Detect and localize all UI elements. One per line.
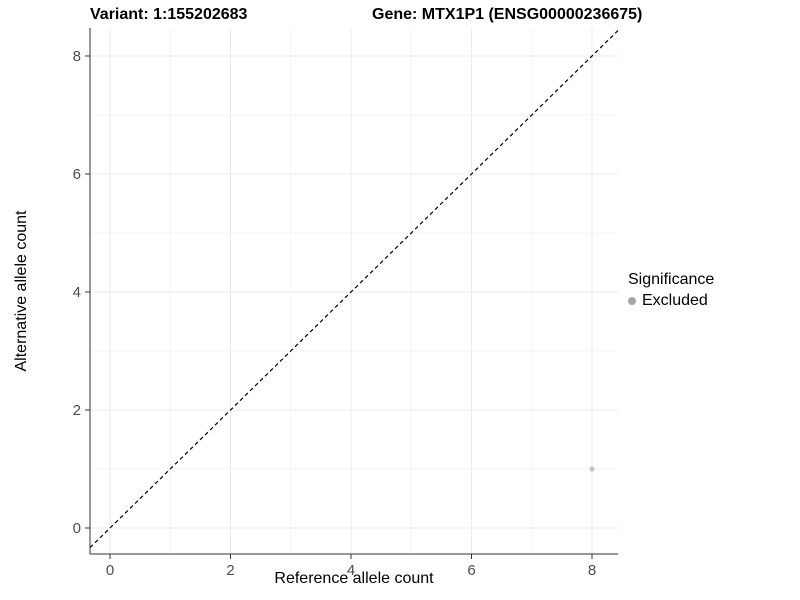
- x-tick-label: 2: [226, 562, 234, 579]
- y-tick-label: 6: [73, 166, 81, 183]
- legend-title: Significance: [628, 271, 715, 288]
- legend: Significance Excluded: [628, 271, 714, 310]
- x-tick-label: 6: [467, 562, 475, 579]
- plot-title-gene: Gene: MTX1P1 (ENSG00000236675): [372, 6, 643, 23]
- legend-entry-excluded: Excluded: [628, 292, 714, 310]
- y-axis-title: Alternative allele count: [13, 210, 30, 372]
- data-point: [589, 466, 595, 472]
- excluded-dot-icon: [628, 297, 636, 305]
- identity-dashed-line: [89, 30, 619, 549]
- y-tick-label: 8: [73, 48, 81, 65]
- y-tick-label: 0: [73, 520, 81, 537]
- plot-title-variant: Variant: 1:155202683: [90, 6, 248, 23]
- y-tick-label: 4: [73, 284, 81, 301]
- x-tick-label: 4: [347, 562, 355, 579]
- y-tick-label: 2: [73, 402, 81, 419]
- x-tick-label: 0: [106, 562, 114, 579]
- x-axis-title: Reference allele count: [274, 570, 434, 587]
- x-tick-label: 8: [588, 562, 596, 579]
- legend-entry-label: Excluded: [642, 292, 708, 309]
